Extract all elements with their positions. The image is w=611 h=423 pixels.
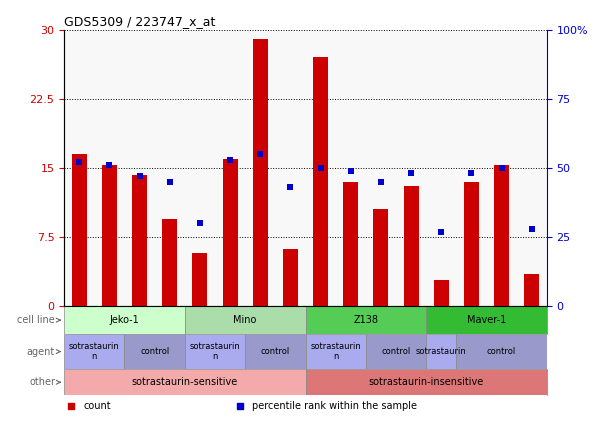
Bar [102,165,117,306]
Bar [132,175,147,306]
Point [497,165,507,171]
FancyBboxPatch shape [64,369,306,396]
FancyBboxPatch shape [64,334,125,369]
Text: count: count [84,401,111,412]
Point [195,220,205,227]
Point [225,156,235,163]
Bar [313,57,328,306]
Text: control: control [487,347,516,356]
Point [316,165,326,171]
FancyBboxPatch shape [306,369,547,396]
Bar [494,165,509,306]
Bar [434,280,449,306]
Text: control: control [140,347,169,356]
Text: sotrastaurin
n: sotrastaurin n [189,342,240,361]
Point [527,225,536,232]
Point [67,403,76,410]
FancyBboxPatch shape [125,334,185,369]
FancyBboxPatch shape [245,334,306,369]
Bar [192,253,208,306]
Text: agent: agent [27,346,55,357]
Text: control: control [261,347,290,356]
Bar [71,154,87,306]
FancyBboxPatch shape [426,334,456,369]
Point [285,184,295,191]
Text: Mino: Mino [233,315,257,325]
FancyBboxPatch shape [185,306,306,334]
Point [235,403,245,410]
Text: GDS5309 / 223747_x_at: GDS5309 / 223747_x_at [64,16,216,28]
FancyBboxPatch shape [64,306,185,334]
Bar [283,249,298,306]
Point [134,173,144,180]
Text: Jeko-1: Jeko-1 [109,315,139,325]
FancyBboxPatch shape [306,306,426,334]
Point [346,168,356,174]
Text: percentile rank within the sample: percentile rank within the sample [252,401,417,412]
Bar [373,209,389,306]
Bar [343,182,358,306]
Text: sotrastaurin-insensitive: sotrastaurin-insensitive [368,377,484,387]
Text: Z138: Z138 [353,315,378,325]
Point [406,170,416,177]
Point [104,162,114,169]
Text: cell line: cell line [17,315,55,325]
Point [75,159,84,166]
Bar [524,274,540,306]
Text: control: control [381,347,411,356]
Bar [464,182,479,306]
FancyBboxPatch shape [366,334,426,369]
Point [467,170,477,177]
Point [436,228,446,235]
Text: other: other [29,377,55,387]
Text: Maver-1: Maver-1 [467,315,506,325]
FancyBboxPatch shape [306,334,366,369]
FancyBboxPatch shape [456,334,547,369]
FancyBboxPatch shape [185,334,245,369]
Bar [162,219,177,306]
Text: sotrastaurin
n: sotrastaurin n [310,342,361,361]
Text: sotrastaurin
n: sotrastaurin n [69,342,120,361]
Text: sotrastaurin: sotrastaurin [416,347,467,356]
Point [165,179,175,185]
Bar [222,159,238,306]
Point [376,179,386,185]
Bar [253,39,268,306]
Point [255,151,265,157]
FancyBboxPatch shape [426,306,547,334]
Text: sotrastaurin-sensitive: sotrastaurin-sensitive [132,377,238,387]
Bar [403,187,419,306]
